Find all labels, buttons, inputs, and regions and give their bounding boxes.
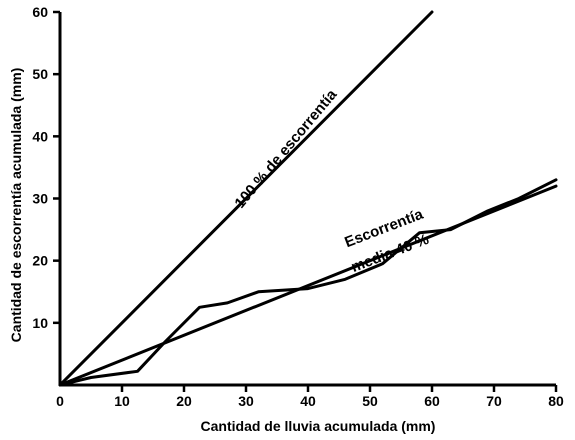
annotation-label: 100 % de escorrentía [231,86,340,212]
y-axis-title: Cantidad de escorrentía acumulada (mm) [8,68,24,343]
y-tick-label: 60 [32,4,48,20]
x-axis-title: Cantidad de lluvia acumulada (mm) [201,418,436,434]
series-line-3 [58,178,558,387]
y-tick-label: 30 [32,191,48,207]
x-tick-label: 50 [362,393,378,409]
x-tick-label: 40 [300,393,316,409]
y-tick-label: 40 [32,128,48,144]
x-tick-label: 70 [486,393,502,409]
x-tick-label: 10 [114,393,130,409]
x-tick-label: 80 [548,393,564,409]
y-tick-label: 50 [32,66,48,82]
series-line-2 [58,184,558,387]
x-tick-label: 30 [238,393,254,409]
y-tick-label: 10 [32,315,48,331]
ticks-layer: 0 10 20 30 40 50 60 70 80 10 20 30 40 50 60 [32,4,564,409]
series-layer [58,10,558,387]
x-tick-label: 0 [56,393,64,409]
series-line-1 [58,10,434,387]
x-tick-label: 20 [176,393,192,409]
x-tick-label: 60 [424,393,440,409]
y-tick-label: 20 [32,253,48,269]
